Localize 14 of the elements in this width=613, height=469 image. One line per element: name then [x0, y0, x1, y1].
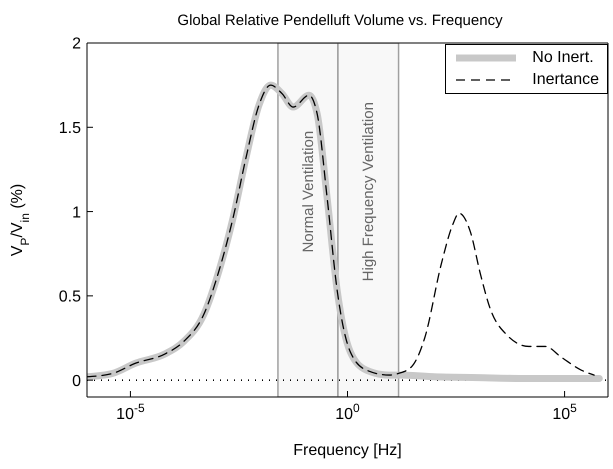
y-tick-label: 1 — [72, 204, 82, 222]
chart-title: Global Relative Pendelluft Volume vs. Frequency — [176, 12, 504, 29]
band-label: High Frequency Ventilation — [360, 102, 378, 282]
y-tick-label: 1.5 — [58, 120, 82, 137]
x-tick-label: 10$^{-5}$ — [116, 401, 145, 423]
x-tick-label: 10$^{5}$ — [552, 401, 578, 423]
legend-label: Inertance — [532, 71, 599, 89]
x-axis-title: Frequency [Hz] — [293, 442, 402, 459]
band-label: Normal Ventilation — [300, 130, 317, 253]
y-tick-label: 2 — [72, 36, 82, 53]
x-tick-label: 10$^{0}$ — [335, 401, 360, 423]
y-tick-label: 0.5 — [58, 288, 82, 306]
y-tick-label: 0 — [72, 372, 82, 390]
legend-label: No Inert. — [532, 49, 594, 67]
